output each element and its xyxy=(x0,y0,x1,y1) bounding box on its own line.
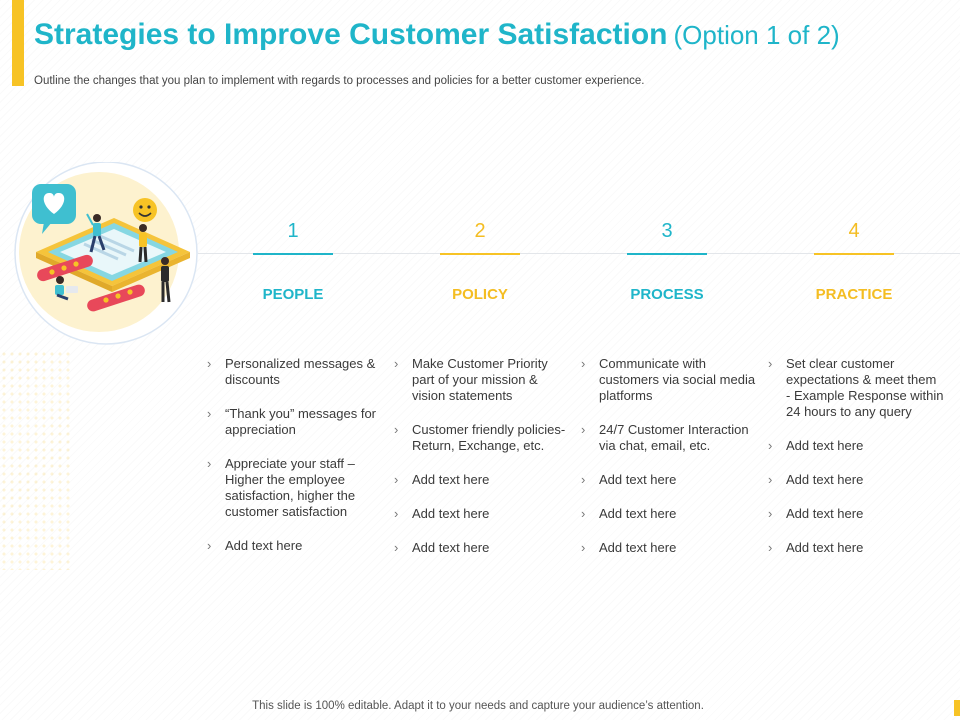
dot-pattern xyxy=(0,350,70,570)
corner-accent xyxy=(954,700,960,716)
customer-satisfaction-illustration xyxy=(14,162,198,345)
list-item: Add text here xyxy=(390,540,570,556)
title-option: (Option 1 of 2) xyxy=(673,20,840,50)
list-item: Appreciate your staff – Higher the emplo… xyxy=(203,456,383,520)
list-item: Add text here xyxy=(764,506,944,522)
column-number: 2 xyxy=(474,220,486,242)
column-bullet-list: Communicate with customers via social me… xyxy=(577,356,757,574)
column-heading: PEOPLE xyxy=(262,286,324,303)
smiley-emoji-icon xyxy=(133,198,157,222)
list-item: Add text here xyxy=(203,538,383,554)
list-item: Add text here xyxy=(764,540,944,556)
timeline-divider xyxy=(198,253,960,254)
list-item: Add text here xyxy=(390,506,570,522)
column-number: 3 xyxy=(661,220,673,242)
list-item: Add text here xyxy=(390,472,570,488)
heart-chat-icon xyxy=(32,184,76,234)
list-item: Customer friendly policies- Return, Exch… xyxy=(390,422,570,454)
column-bullet-list: Make Customer Priority part of your miss… xyxy=(390,356,570,574)
column-bullet-list: Set clear customer expectations & meet t… xyxy=(764,356,944,574)
title-main: Strategies to Improve Customer Satisfact… xyxy=(34,18,668,51)
column-heading: POLICY xyxy=(452,286,508,303)
footer-note: This slide is 100% editable. Adapt it to… xyxy=(252,700,704,712)
list-item: 24/7 Customer Interaction via chat, emai… xyxy=(577,422,757,454)
column-number: 4 xyxy=(848,220,860,242)
column-underline xyxy=(814,253,894,255)
list-item: Communicate with customers via social me… xyxy=(577,356,757,404)
column-underline xyxy=(253,253,333,255)
column-underline xyxy=(440,253,520,255)
column-bullet-list: Personalized messages & discounts “Thank… xyxy=(203,356,383,572)
list-item: Add text here xyxy=(764,472,944,488)
list-item: “Thank you” messages for appreciation xyxy=(203,406,383,438)
list-item: Personalized messages & discounts xyxy=(203,356,383,388)
column-heading: PRACTICE xyxy=(815,286,893,303)
list-item: Make Customer Priority part of your miss… xyxy=(390,356,570,404)
list-item: Add text here xyxy=(764,438,944,454)
list-item: Add text here xyxy=(577,540,757,556)
title-accent-bar xyxy=(12,0,24,86)
column-number: 1 xyxy=(287,220,299,242)
list-item: Add text here xyxy=(577,506,757,522)
column-underline xyxy=(627,253,707,255)
column-heading: PROCESS xyxy=(630,286,704,303)
page-title: Strategies to Improve Customer Satisfact… xyxy=(34,18,840,52)
list-item: Add text here xyxy=(577,472,757,488)
person-figures xyxy=(55,213,171,303)
stars-badge-icon xyxy=(37,254,145,312)
list-item: Set clear customer expectations & meet t… xyxy=(764,356,944,420)
page-subtitle: Outline the changes that you plan to imp… xyxy=(34,75,645,87)
